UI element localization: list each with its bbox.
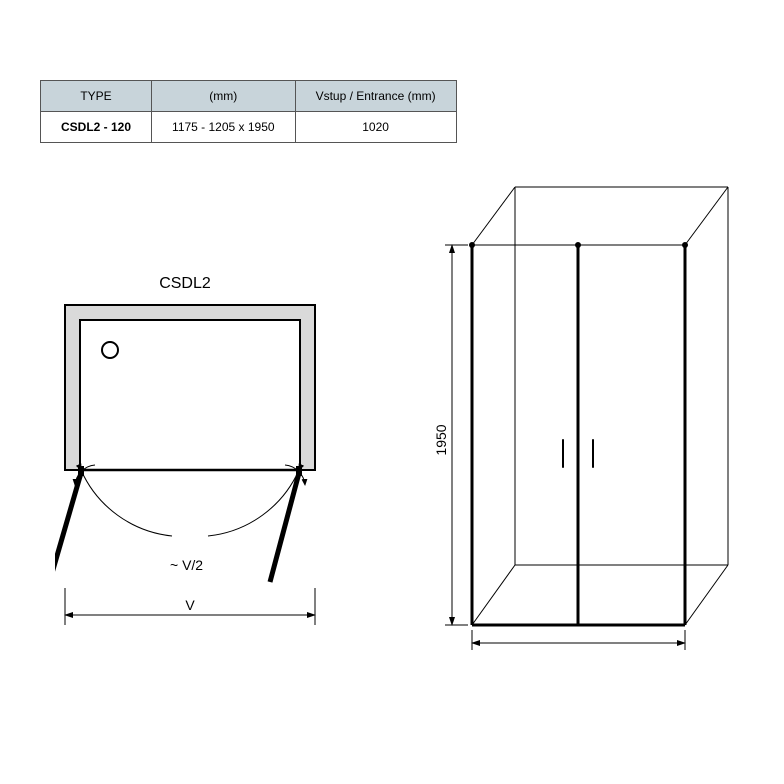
plan-wall	[65, 305, 315, 470]
left-door	[55, 473, 81, 580]
plan-view: CSDL2 ~ V/2 V	[55, 270, 355, 650]
swing-label: ~ V/2	[170, 557, 203, 573]
left-arc	[81, 470, 172, 536]
spec-table: TYPE (mm) Vstup / Entrance (mm) CSDL2 - …	[40, 80, 457, 143]
td-type: CSDL2 - 120	[41, 112, 152, 143]
dim-v-label: V	[185, 597, 195, 613]
plan-title: CSDL2	[159, 275, 211, 292]
th-mm: (mm)	[152, 81, 296, 112]
dim-height-label: 1950	[433, 424, 449, 455]
td-entrance: 1020	[295, 112, 456, 143]
iso-view: 1950	[400, 175, 750, 675]
th-type: TYPE	[41, 81, 152, 112]
table-row: CSDL2 - 120 1175 - 1205 x 1950 1020	[41, 112, 457, 143]
td-mm: 1175 - 1205 x 1950	[152, 112, 296, 143]
right-door	[270, 473, 299, 582]
th-entrance: Vstup / Entrance (mm)	[295, 81, 456, 112]
drain-icon	[102, 342, 118, 358]
